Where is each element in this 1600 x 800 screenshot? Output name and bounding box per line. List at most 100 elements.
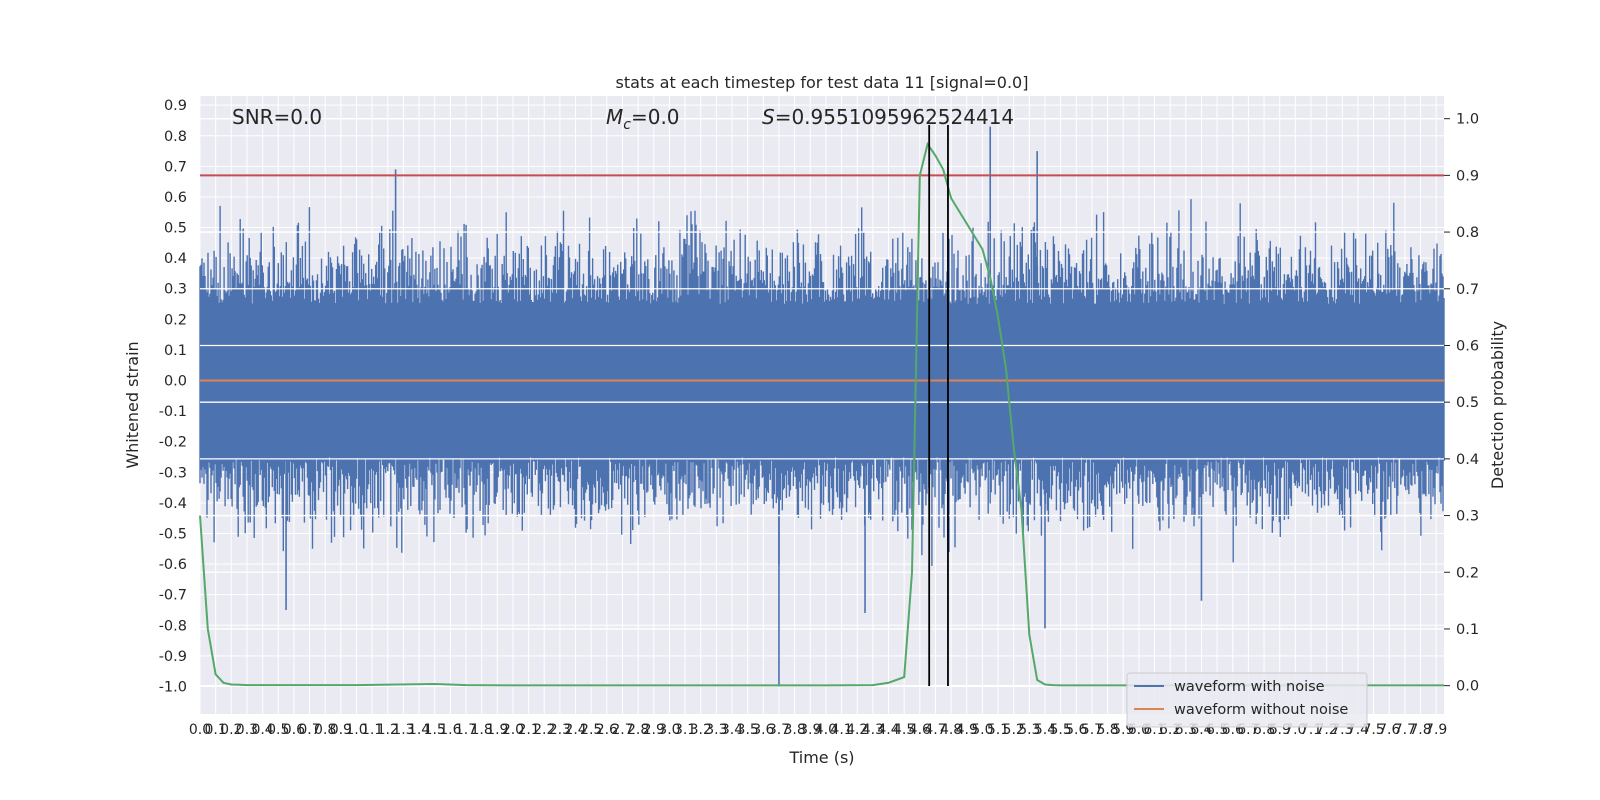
y-right-tick-label: 0.6: [1456, 338, 1479, 354]
x-tick-label: 5.8: [1096, 722, 1118, 738]
chart-title: stats at each timestep for test data 11 …: [616, 73, 1029, 92]
score-symbol: S: [762, 105, 775, 129]
x-tick-label: 1.1: [361, 722, 383, 738]
x-tick-label: 1.2: [377, 722, 399, 738]
x-tick-label: 1.3: [392, 722, 414, 738]
x-tick-label: 5.1: [987, 722, 1009, 738]
y-tick-label: 0.7: [164, 159, 187, 175]
x-tick-label: 4.9: [956, 722, 978, 738]
y-tick-label: -0.4: [159, 496, 187, 512]
x-tick-label: 3.2: [690, 722, 712, 738]
score-value: =0.9551095962524414: [775, 105, 1014, 129]
x-tick-label: 1.8: [471, 722, 493, 738]
x-tick-label: 7.9: [1425, 722, 1447, 738]
x-tick-label: 3.4: [721, 722, 743, 738]
x-tick-label: 4.6: [909, 722, 931, 738]
y-right-tick-label: 0.9: [1456, 168, 1479, 184]
y-tick-label: 0.2: [164, 312, 187, 328]
x-tick-label: 0.7: [298, 722, 320, 738]
y-axis-label-right: Detection probability: [1488, 321, 1507, 489]
y-tick-label: -1.0: [159, 679, 187, 695]
y-right-tick-label: 0.1: [1456, 622, 1479, 638]
x-tick-label: 7.8: [1409, 722, 1431, 738]
x-tick-label: 0.0: [189, 722, 211, 738]
y-tick-label: 0.4: [164, 251, 187, 267]
x-tick-label: 4.2: [846, 722, 868, 738]
x-tick-label: 2.4: [564, 722, 586, 738]
x-tick-label: 2.0: [502, 722, 524, 738]
x-tick-label: 0.8: [314, 722, 336, 738]
x-tick-label: 4.8: [940, 722, 962, 738]
legend-label-noise: waveform with noise: [1174, 679, 1325, 695]
y-tick-label: 0.3: [164, 282, 187, 298]
x-tick-label: 4.1: [830, 722, 852, 738]
x-tick-label: 5.0: [971, 722, 993, 738]
x-tick-label: 1.7: [455, 722, 477, 738]
y-tick-label: -0.6: [159, 557, 187, 573]
y-right-tick-label: 0.5: [1456, 395, 1479, 411]
x-tick-label: 2.7: [611, 722, 633, 738]
x-tick-label: 4.5: [893, 722, 915, 738]
x-tick-label: 5.7: [1081, 722, 1103, 738]
y-right-tick-label: 0.8: [1456, 225, 1479, 241]
x-tick-label: 5.6: [1065, 722, 1087, 738]
x-tick-label: 5.4: [1034, 722, 1056, 738]
x-tick-label: 3.8: [783, 722, 805, 738]
y-tick-label: 0.6: [164, 190, 187, 206]
x-tick-label: 5.5: [1049, 722, 1071, 738]
x-tick-label: 1.0: [345, 722, 367, 738]
x-tick-label: 2.2: [533, 722, 555, 738]
chirp-mass-value: =0.0: [631, 105, 680, 129]
y-tick-label: 0.1: [164, 343, 187, 359]
y-tick-label: -0.9: [159, 649, 187, 665]
x-tick-label: 3.5: [737, 722, 759, 738]
x-tick-label: 3.7: [768, 722, 790, 738]
overlays: [199, 125, 1444, 687]
score-annotation: S=0.9551095962524414: [762, 105, 1014, 129]
x-tick-label: 0.5: [267, 722, 289, 738]
x-tick-label: 1.4: [408, 722, 430, 738]
x-tick-label: 7.5: [1362, 722, 1384, 738]
x-tick-label: 1.5: [424, 722, 446, 738]
x-tick-label: 7.6: [1378, 722, 1400, 738]
y-right-tick-label: 0.4: [1456, 452, 1479, 468]
x-tick-label: 0.9: [330, 722, 352, 738]
legend-label-clean: waveform without noise: [1174, 702, 1348, 718]
x-tick-label: 5.2: [1003, 722, 1025, 738]
y-tick-label: -0.1: [159, 404, 187, 420]
x-tick-label: 0.4: [251, 722, 273, 738]
chirp-mass-symbol: M: [606, 105, 623, 129]
y-tick-label: -0.5: [159, 526, 187, 542]
y-right-tick-label: 0.3: [1456, 509, 1479, 525]
x-tick-label: 1.9: [486, 722, 508, 738]
detection-probability-line: [199, 141, 1444, 687]
x-tick-label: 4.0: [815, 722, 837, 738]
x-tick-label: 1.6: [439, 722, 461, 738]
x-tick-label: 3.9: [799, 722, 821, 738]
x-tick-label: 0.3: [236, 722, 258, 738]
x-tick-label: 3.0: [658, 722, 680, 738]
legend-box: [1126, 672, 1368, 728]
x-tick-label: 4.3: [862, 722, 884, 738]
y-tick-label: 0.0: [164, 374, 187, 390]
x-tick-label: 0.6: [283, 722, 305, 738]
x-tick-label: 2.5: [580, 722, 602, 738]
x-tick-label: 2.9: [643, 722, 665, 738]
y-right-tick-label: 0.7: [1456, 282, 1479, 298]
x-tick-label: 3.1: [674, 722, 696, 738]
y-axis-label: Whitened strain: [123, 341, 142, 468]
x-tick-label: 0.1: [205, 722, 227, 738]
y-tick-label: -0.3: [159, 465, 187, 481]
y-tick-label: 0.9: [164, 98, 187, 114]
y-tick-label: -0.2: [159, 435, 187, 451]
x-tick-label: 4.4: [877, 722, 899, 738]
y-right-tick-label: 0.2: [1456, 565, 1479, 581]
chirp-mass-subscript: c: [623, 117, 631, 133]
x-tick-label: 2.8: [627, 722, 649, 738]
x-tick-label: 3.6: [752, 722, 774, 738]
y-tick-label: 0.8: [164, 129, 187, 145]
y-tick-label: 0.5: [164, 221, 187, 237]
x-tick-label: 5.3: [1018, 722, 1040, 738]
x-tick-label: 4.7: [924, 722, 946, 738]
